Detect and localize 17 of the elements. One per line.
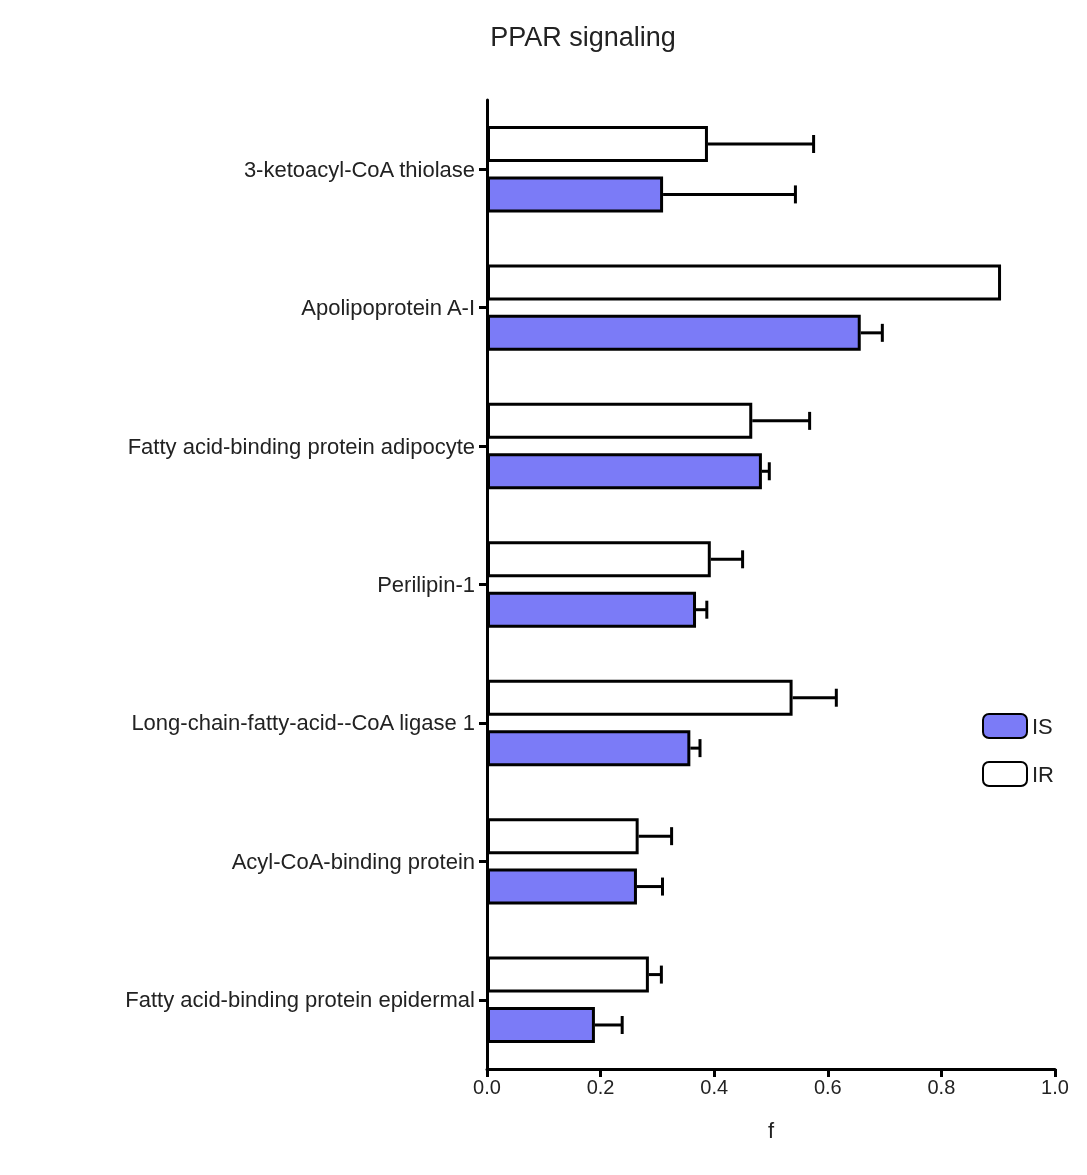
- y-tick-label: Perilipin-1: [377, 572, 475, 597]
- x-tick-label: 0.0: [473, 1076, 501, 1098]
- x-axis-title: f: [767, 1117, 775, 1143]
- y-tick-label: Acyl-CoA-binding protein: [231, 848, 475, 874]
- y-tick-label: Long-chain-fatty-acid--CoA ligase 1: [131, 710, 475, 736]
- y-tick-label: Fatty acid-binding protein adipocyte: [127, 433, 475, 459]
- legend-label: IR: [1032, 761, 1054, 787]
- x-tick-label: 0.6: [813, 1076, 842, 1098]
- x-tick-label: 0.8: [927, 1076, 956, 1098]
- x-tick-label: 1.0: [1041, 1076, 1069, 1098]
- x-tick-label: 0.2: [586, 1076, 615, 1098]
- chart-title: PPAR signaling: [490, 21, 676, 52]
- y-tick-label: Fatty acid-binding protein epidermal: [125, 987, 475, 1013]
- legend-label: IS: [1032, 713, 1053, 739]
- x-tick-label: 0.4: [700, 1076, 729, 1098]
- y-tick-label: 3-ketoacyl-CoA thiolase: [243, 156, 475, 182]
- y-tick-label: Apolipoprotein A-I: [301, 295, 475, 321]
